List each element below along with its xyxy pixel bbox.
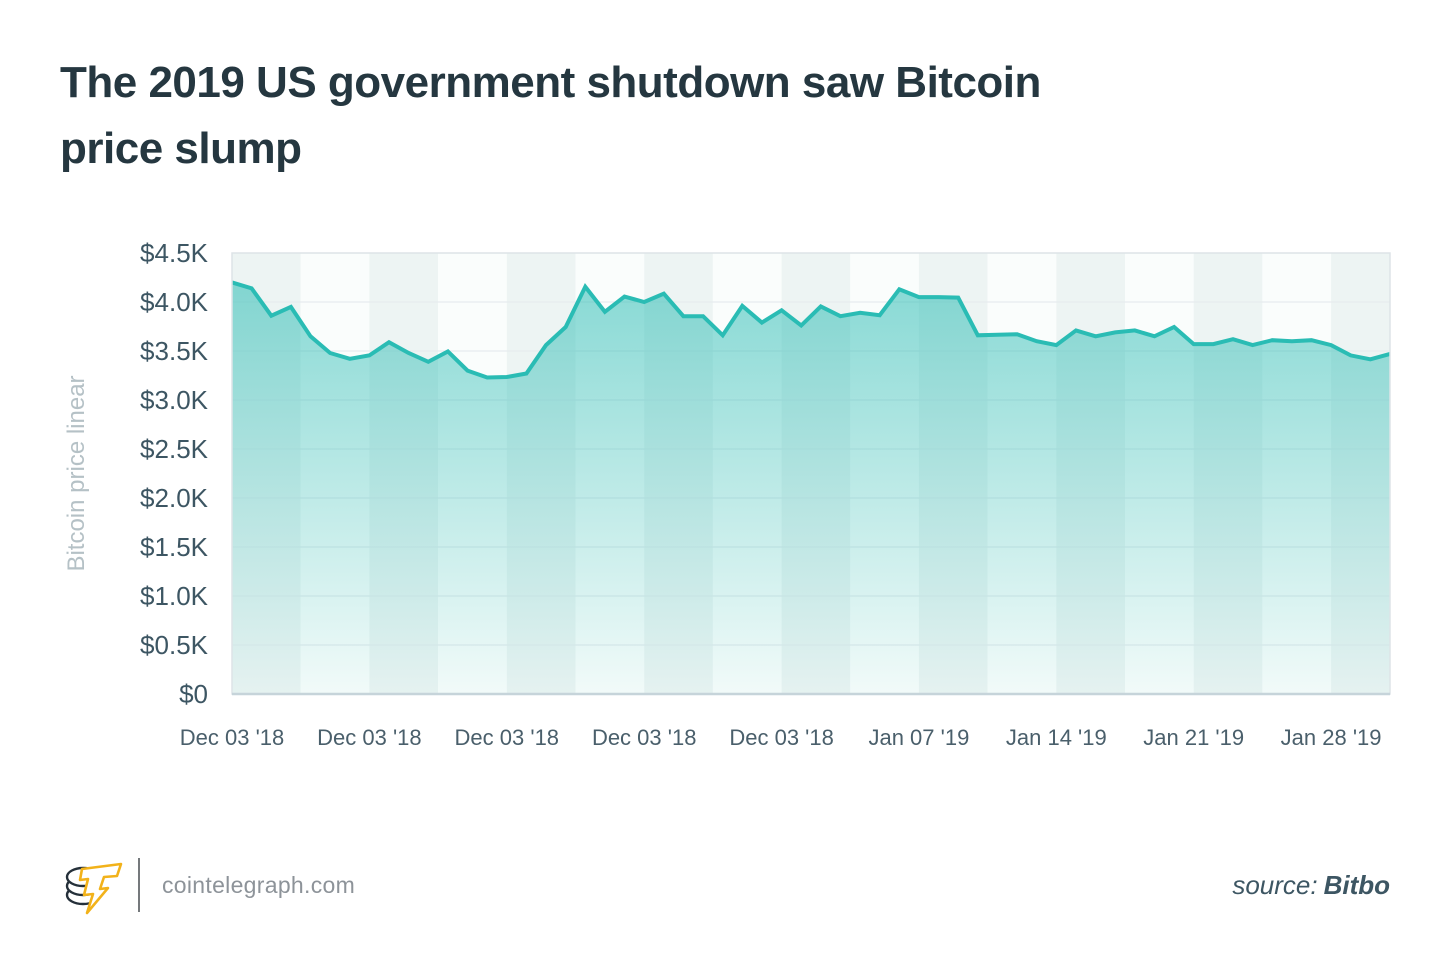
y-tick-label: $4.0K [140, 287, 209, 317]
source-name: Bitbo [1323, 869, 1390, 900]
footer-branding: cointelegraph.com [60, 853, 355, 917]
footer: cointelegraph.com source: Bitbo [0, 850, 1450, 920]
x-tick-label: Dec 03 '18 [317, 725, 422, 750]
x-tick-label: Jan 28 '19 [1281, 725, 1382, 750]
x-tick-label: Dec 03 '18 [455, 725, 560, 750]
site-name: cointelegraph.com [162, 871, 356, 898]
x-tick-label: Dec 03 '18 [592, 725, 697, 750]
y-tick-label: $2.5K [140, 434, 209, 464]
y-axis-title: Bitcoin price linear [63, 375, 90, 571]
price-area [232, 282, 1390, 694]
y-tick-label: $1.0K [140, 581, 209, 611]
price-line [231, 280, 1391, 380]
y-tick-label: $4.5K [140, 242, 209, 268]
y-tick-label: $2.0K [140, 483, 209, 513]
bitcoin-price-chart: $4.5K $4.0K $3.5K $3.0K $2.5K $2.0K $1.5K $1.0K… [60, 242, 1450, 757]
price-chart-svg: $4.5K $4.0K $3.5K $3.0K $2.5K $2.0K $1.5K $1.0K… [63, 242, 1391, 750]
x-tick-label: Jan 21 '19 [1143, 725, 1244, 750]
page-title-line-2: price slump [60, 124, 302, 173]
y-tick-label: $3.5K [140, 336, 209, 366]
y-tick-label: $0 [179, 679, 208, 709]
x-tick-label: Dec 03 '18 [180, 725, 285, 750]
x-tick-label: Jan 07 '19 [868, 725, 969, 750]
page-title: The 2019 US government shutdown saw Bitc… [60, 50, 1310, 182]
source-prefix: source: [1232, 869, 1318, 900]
y-tick-label: $1.5K [140, 532, 209, 562]
x-tick-label: Jan 14 '19 [1006, 725, 1107, 750]
footer-divider [138, 858, 140, 912]
lightning-t-icon [78, 862, 123, 915]
source-credit: source: Bitbo [1232, 870, 1390, 901]
cointelegraph-logo-icon [65, 862, 123, 915]
y-tick-label: $0.5K [140, 630, 209, 660]
x-tick-label: Dec 03 '18 [729, 725, 834, 750]
y-tick-label: $3.0K [140, 385, 209, 415]
page-title-line-1: The 2019 US government shutdown saw Bitc… [60, 58, 1041, 107]
